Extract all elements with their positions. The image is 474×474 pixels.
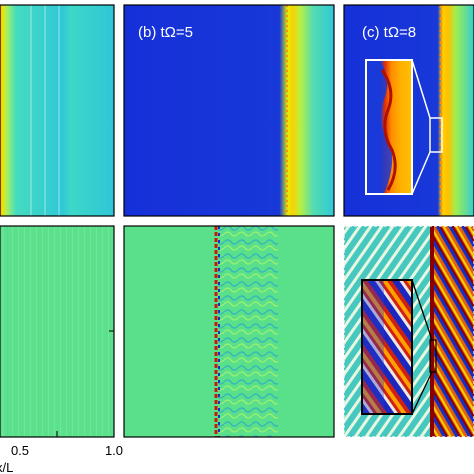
panel-c-connector-bottom [411,151,431,195]
panel-b-top: (b) tΩ=5 [123,4,335,217]
x-tick-label-0-5: 0.5 [11,443,29,458]
panel-c-bottom-inset [361,279,437,415]
x-axis-label: x/L [0,460,13,474]
panel-c-connector-top [411,59,431,119]
panel-a-bottom [0,225,115,438]
panel-c-bottom-connector-bottom [411,371,433,415]
panel-c-label: (c) tΩ=8 [362,24,416,41]
panel-b-bottom [123,225,335,438]
panel-c-top: (c) tΩ=8 [343,4,474,217]
panel-c-bottom-connector-top [411,279,433,341]
panel-b-label: (b) tΩ=5 [138,24,193,41]
panel-a-bands [30,5,60,216]
panel-c-zoom-box [429,117,443,153]
panel-c-inset [365,59,413,195]
x-tick-label-1-0: 1.0 [105,443,123,458]
panel-a-top [0,4,115,217]
